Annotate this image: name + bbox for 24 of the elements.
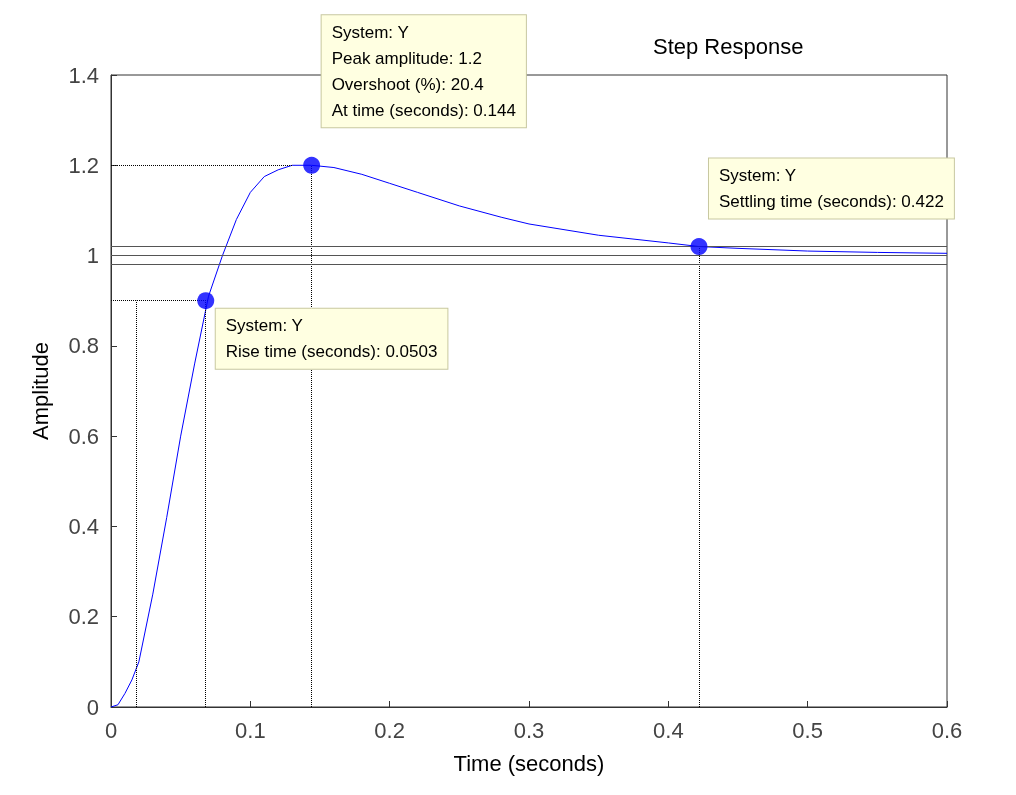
y-tick-label: 0 [86,694,99,720]
annotation: System: Y Settling time (seconds): 0.422 [718,166,944,212]
point [197,292,215,310]
y-tick-label: 0.8 [68,333,99,359]
x-tick-label: 0.4 [653,717,684,743]
point [303,156,321,174]
y-tick-label: 0.4 [68,513,99,539]
x-tick-label: 0.5 [792,717,823,743]
x-tick-label: 0.6 [931,717,963,743]
point [690,238,708,256]
chart-title: Step Response [653,33,804,59]
x-tick-label: 0 [104,717,118,743]
y-tick-label: 0.6 [68,423,99,449]
annotation: System: Y Peak amplitude: 1.2 Overshoot (%): 20.4 At time (seconds): 0.144 [331,22,516,120]
x-tick-label: 0.1 [235,717,266,743]
x-axis-title: Time (seconds) [453,750,605,776]
annotation: System: Y Rise time (seconds): 0.0503 [225,316,438,362]
y-axis-title: Amplitude [27,342,53,440]
y-tick-label: 0.2 [68,604,99,630]
y-tick-label: 1.2 [68,152,99,178]
y-tick-label: 1.4 [68,62,99,88]
x-tick-label: 0.3 [513,717,545,743]
x-tick-label: 0.2 [374,717,405,743]
y-tick-label: 1 [86,243,99,269]
